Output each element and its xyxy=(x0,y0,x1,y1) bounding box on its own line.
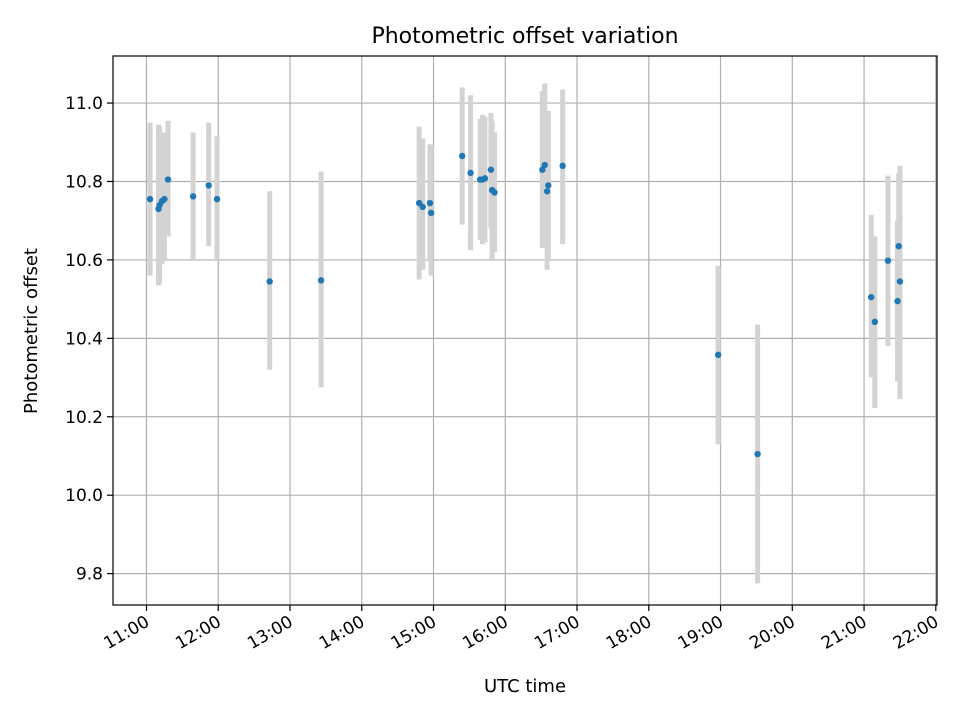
data-point xyxy=(467,169,474,177)
y-tick-label: 10.0 xyxy=(65,486,103,506)
data-point xyxy=(459,152,466,160)
data-point xyxy=(161,195,168,203)
y-tick-label: 9.8 xyxy=(76,565,103,585)
y-tick-label: 11.0 xyxy=(65,94,103,114)
y-axis-label: Photometric offset xyxy=(21,248,42,414)
data-point xyxy=(539,166,546,173)
data-point xyxy=(895,242,902,250)
data-point xyxy=(754,450,761,458)
data-point xyxy=(487,166,495,173)
y-axis-ticks: 9.8 10.0 10.2 10.4 10.6 10.8 11.0 xyxy=(65,94,113,585)
data-point xyxy=(419,203,426,211)
data-point xyxy=(481,175,489,182)
data-point xyxy=(205,182,212,189)
x-axis-label: UTC time xyxy=(484,676,566,697)
plot-frame xyxy=(112,55,938,606)
y-tick-label: 10.2 xyxy=(65,408,103,428)
data-point xyxy=(213,195,221,203)
data-point xyxy=(427,209,435,217)
data-point xyxy=(714,351,722,359)
data-point xyxy=(871,318,879,326)
y-tick-label: 10.6 xyxy=(65,251,103,271)
y-tick-label: 10.8 xyxy=(65,172,103,192)
data-point xyxy=(545,182,552,189)
data-point xyxy=(266,278,273,285)
data-point xyxy=(426,199,434,207)
data-point xyxy=(541,161,548,169)
data-point xyxy=(491,189,498,196)
data-point xyxy=(894,297,901,305)
data-point xyxy=(543,188,551,195)
data-point xyxy=(884,257,892,264)
data-points xyxy=(146,152,904,458)
data-point xyxy=(868,293,875,301)
y-tick-label: 10.4 xyxy=(65,329,103,349)
grid xyxy=(113,56,937,605)
data-point xyxy=(896,278,904,285)
data-point xyxy=(146,195,154,203)
data-point xyxy=(164,176,172,183)
chart-title: Photometric offset variation xyxy=(371,24,678,49)
data-point xyxy=(317,277,325,284)
data-point xyxy=(559,162,566,169)
data-point xyxy=(189,193,197,200)
